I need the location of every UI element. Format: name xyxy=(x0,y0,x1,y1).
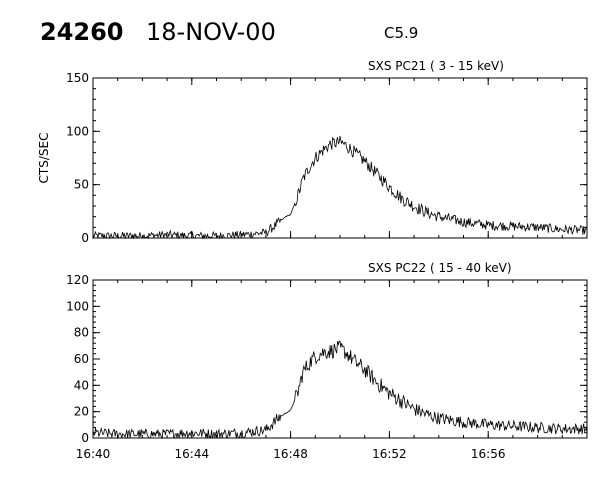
panel1-plot: 0 50 100 150 xyxy=(66,71,588,245)
panel2-title: SXS PC22 ( 15 - 40 keV) xyxy=(368,261,512,275)
plot-frame xyxy=(92,77,588,239)
y-tick-label: 20 xyxy=(74,405,89,419)
panel1-ylabel: CTS/SEC xyxy=(37,133,51,184)
y-tick-label: 150 xyxy=(66,71,89,85)
y-tick-label: 0 xyxy=(81,431,89,445)
event-date: 18-NOV-00 xyxy=(146,18,276,46)
x-tick-label: 16:52 xyxy=(372,447,407,461)
event-id: 24260 xyxy=(40,18,124,46)
x-tick-label: 16:44 xyxy=(175,447,210,461)
y-tick-label: 50 xyxy=(74,178,89,192)
y-tick-label: 80 xyxy=(74,326,89,340)
series-line xyxy=(92,340,588,440)
y-tick-label: 60 xyxy=(74,352,89,366)
y-tick-label: 100 xyxy=(66,124,89,138)
panel2-plot: 0 20 40 60 80 100 120 16:40 16:44 16:48 16:52 16:56 xyxy=(66,273,588,461)
panel1-title: SXS PC21 ( 3 - 15 keV) xyxy=(368,59,504,73)
flare-class: C5.9 xyxy=(384,24,418,42)
y-tick-label: 120 xyxy=(66,273,89,287)
x-tick-label: 16:40 xyxy=(76,447,111,461)
y-tick-label: 0 xyxy=(81,231,89,245)
x-tick-label: 16:56 xyxy=(471,447,506,461)
plot-frame xyxy=(92,279,588,439)
y-tick-label: 100 xyxy=(66,299,89,313)
series-line xyxy=(92,135,588,240)
x-tick-label: 16:48 xyxy=(273,447,308,461)
y-tick-label: 40 xyxy=(74,378,89,392)
